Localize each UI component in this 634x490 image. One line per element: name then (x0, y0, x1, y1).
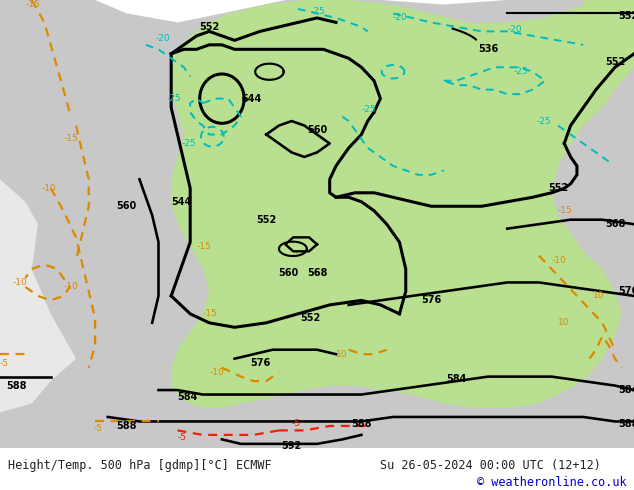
Text: 552: 552 (605, 57, 626, 67)
Text: -20: -20 (392, 13, 407, 23)
Polygon shape (583, 0, 634, 31)
Text: -15: -15 (25, 0, 40, 9)
Text: 552: 552 (256, 215, 276, 225)
Text: 544: 544 (171, 197, 191, 207)
Text: 560: 560 (117, 201, 137, 211)
Text: -25: -25 (537, 117, 552, 125)
Text: -20: -20 (155, 34, 170, 43)
Text: 588: 588 (351, 418, 372, 429)
Text: 552: 552 (301, 313, 321, 323)
Text: 588: 588 (117, 421, 137, 431)
Text: Su 26-05-2024 00:00 UTC (12+12): Su 26-05-2024 00:00 UTC (12+12) (380, 459, 601, 471)
Text: 584: 584 (177, 392, 197, 402)
Text: -10: -10 (552, 256, 566, 265)
Text: -25: -25 (514, 67, 528, 76)
Text: -5: -5 (94, 424, 103, 433)
Text: -5: -5 (178, 433, 186, 441)
Text: -15: -15 (197, 242, 211, 251)
Polygon shape (0, 0, 634, 448)
Polygon shape (533, 9, 634, 98)
Text: 552: 552 (618, 11, 634, 21)
Text: -5: -5 (0, 359, 9, 368)
Text: -10: -10 (13, 278, 27, 287)
Text: 584: 584 (618, 385, 634, 395)
Text: 584: 584 (446, 374, 467, 384)
Text: -25: -25 (361, 105, 376, 114)
Text: 560: 560 (307, 125, 327, 135)
Text: -15: -15 (203, 309, 217, 318)
Text: -20: -20 (507, 24, 522, 34)
Text: -15: -15 (558, 206, 573, 215)
Text: 588: 588 (6, 381, 27, 391)
Text: 576: 576 (618, 287, 634, 296)
Text: © weatheronline.co.uk: © weatheronline.co.uk (477, 476, 626, 489)
Polygon shape (171, 0, 634, 408)
Text: 552: 552 (548, 183, 568, 194)
Polygon shape (342, 0, 406, 67)
Text: 552: 552 (199, 22, 219, 32)
Text: 10: 10 (336, 350, 347, 359)
Text: 576: 576 (421, 295, 441, 305)
Text: -5: -5 (292, 419, 301, 428)
Text: 576: 576 (250, 358, 270, 368)
Text: -10: -10 (209, 368, 224, 377)
Text: -25: -25 (182, 139, 197, 148)
Text: 568: 568 (307, 269, 327, 278)
Text: Height/Temp. 500 hPa [gdmp][°C] ECMWF: Height/Temp. 500 hPa [gdmp][°C] ECMWF (8, 459, 271, 471)
Text: 10: 10 (558, 318, 569, 327)
Text: -25: -25 (166, 94, 181, 103)
Text: 544: 544 (241, 94, 261, 104)
Text: 10: 10 (593, 292, 604, 300)
Text: -10: -10 (63, 282, 78, 292)
Text: -10: -10 (41, 184, 56, 193)
Text: 592: 592 (281, 441, 302, 451)
Polygon shape (0, 0, 76, 448)
Text: 568: 568 (605, 219, 626, 229)
Text: -25: -25 (311, 7, 325, 16)
Text: 560: 560 (278, 269, 299, 278)
Text: -15: -15 (63, 134, 78, 144)
Text: 536: 536 (479, 44, 499, 54)
Text: 588: 588 (618, 418, 634, 429)
